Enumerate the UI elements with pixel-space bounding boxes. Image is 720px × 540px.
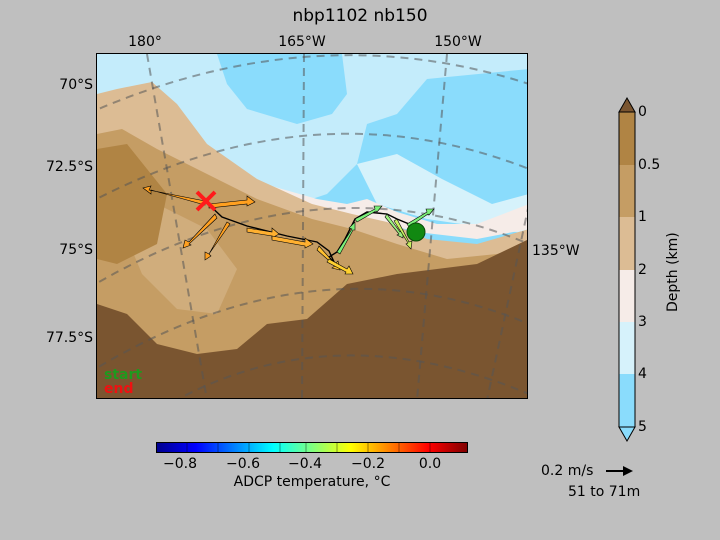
vector-arrow: [326, 258, 354, 275]
temp-tick: −0.4: [288, 456, 322, 472]
graticule-80s: [178, 354, 527, 398]
vector-arrow: [204, 221, 231, 261]
temperature-colorbar-label: ADCP temperature, °C: [233, 474, 391, 490]
vector-arrow: [142, 185, 206, 206]
depth-tick: 3: [638, 314, 647, 330]
graticule-72-5s: [97, 132, 527, 201]
temp-tick: −0.6: [226, 456, 260, 472]
graticule-75s: [97, 207, 527, 285]
depth-tick: 4: [638, 366, 647, 382]
vector-arrow: [182, 213, 218, 249]
depth-tick: 0.5: [638, 157, 661, 173]
graticule-70s: [97, 54, 527, 111]
end-marker: [195, 190, 217, 212]
bathymetry-map: [97, 54, 527, 398]
lon-label-165w: 165°W: [278, 34, 326, 50]
land: [97, 239, 527, 398]
vector-arrow: [246, 227, 280, 239]
plot-title: nbp1102 nb150: [292, 6, 428, 26]
lon-label-150w: 150°W: [434, 34, 482, 50]
bank-shallow: [97, 144, 167, 264]
depth-colorbar-label: Depth (km): [665, 232, 681, 312]
temp-tick: −0.2: [351, 456, 385, 472]
start-marker: [406, 222, 426, 242]
graticule-135w: [486, 208, 527, 398]
graticule-150w: [416, 54, 448, 398]
vectors-warm: [142, 185, 354, 275]
temperature-colorbar: [156, 442, 468, 453]
temperature-colorbar-gradient: [157, 443, 467, 452]
temp-tick: −0.8: [163, 456, 197, 472]
depth-tick: 5: [638, 419, 647, 435]
depth-tick: 0: [638, 104, 647, 120]
ocean-light-2: [357, 154, 527, 234]
depth-tick: 2: [638, 262, 647, 278]
graticule-165w: [301, 54, 305, 398]
legend-end: end: [104, 381, 134, 397]
vector-depth-range: 51 to 71m: [568, 484, 641, 500]
lat-label-77-5s: 77.5°S: [45, 330, 93, 346]
legend-start: start: [104, 367, 143, 383]
depth-tick: 1: [638, 209, 647, 225]
temp-tick: 0.0: [418, 456, 442, 472]
graticule-180: [146, 54, 208, 398]
vector-arrow: [336, 221, 356, 255]
vector-scale-label: 0.2 m/s: [541, 463, 594, 479]
lon-label-135w: 135°W: [532, 243, 580, 259]
depth-colorbar: [618, 96, 636, 443]
graticule-77-5s: [97, 287, 527, 370]
lat-label-72-5s: 72.5°S: [45, 159, 93, 175]
map-panel[interactable]: [96, 53, 528, 399]
vector-arrow: [393, 218, 413, 250]
vector-scale-arrow: [606, 466, 633, 476]
vector-arrow: [354, 205, 383, 223]
vector-arrow: [208, 195, 256, 209]
lat-label-70s: 70°S: [59, 77, 93, 93]
vector-arrow: [271, 235, 314, 249]
graticule: [97, 54, 527, 398]
temperature-colorbar-dividers: [186, 442, 431, 453]
lat-label-75s: 75°S: [59, 242, 93, 258]
lon-label-180: 180°: [128, 34, 162, 50]
